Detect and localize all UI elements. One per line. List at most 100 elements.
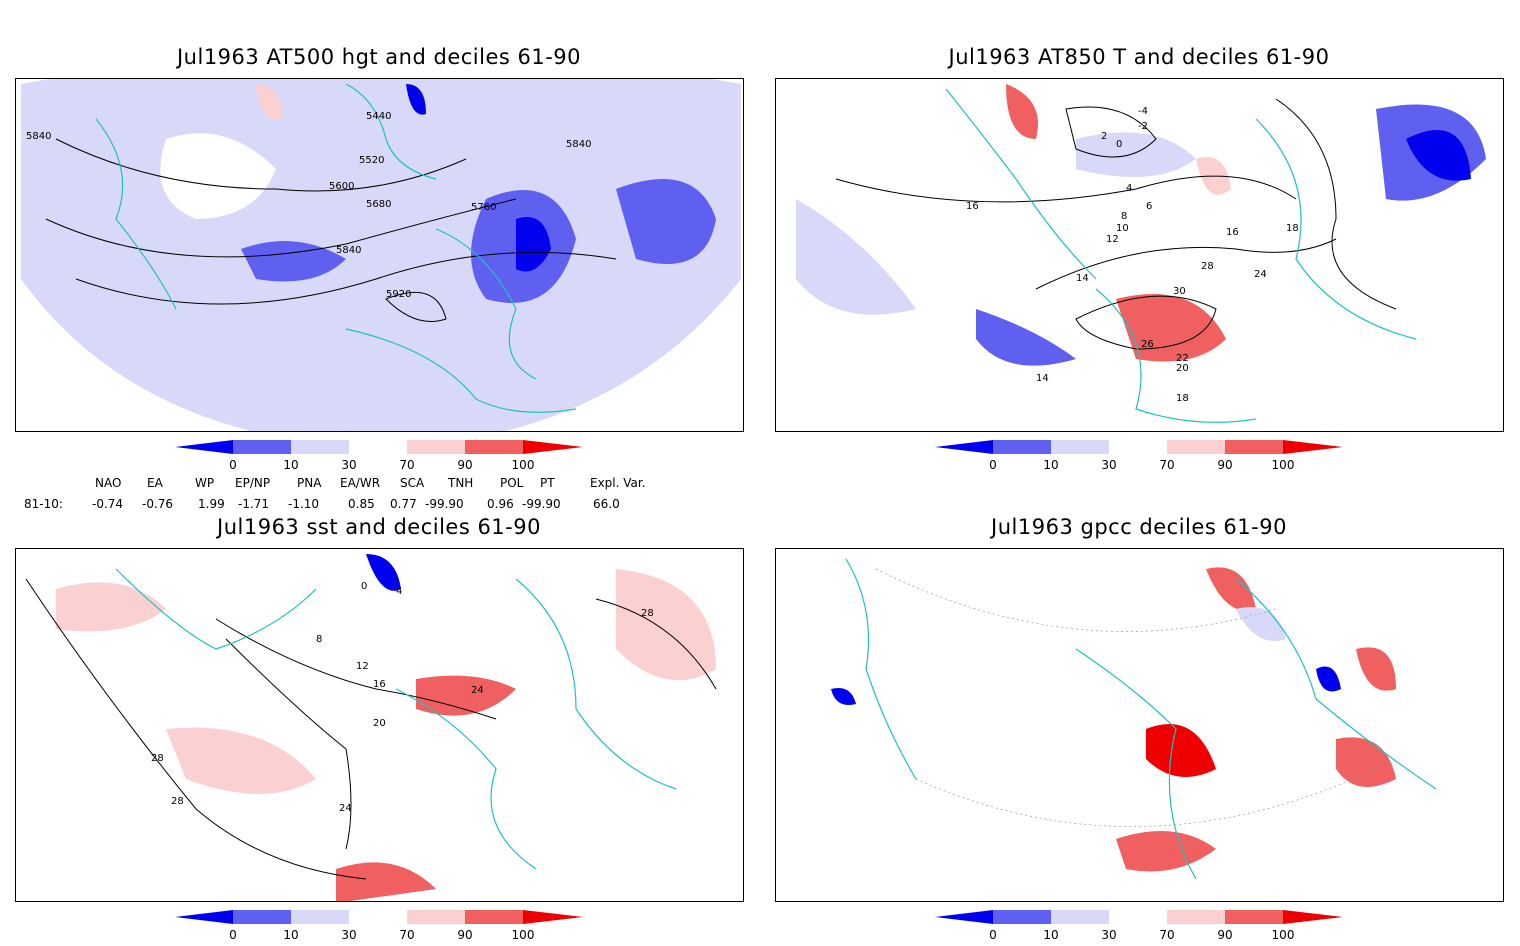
index-value: -1.71 bbox=[238, 497, 270, 511]
dry-area-europe bbox=[1236, 607, 1286, 641]
index-header: EA bbox=[147, 476, 163, 490]
temp-contour bbox=[1075, 295, 1217, 350]
colorbar-tick: 90 bbox=[457, 458, 473, 472]
colorbar-swatch bbox=[1109, 910, 1167, 924]
anomaly-low-east bbox=[616, 179, 716, 264]
colorbar-swatch bbox=[407, 440, 465, 454]
graticule-line bbox=[915, 768, 1377, 827]
anomaly-high-west bbox=[56, 582, 166, 632]
colorbar-swatch bbox=[1225, 440, 1283, 454]
temp-contour bbox=[1035, 238, 1337, 290]
coastline bbox=[345, 328, 577, 413]
contour-label: 22 bbox=[1176, 353, 1189, 364]
index-header: WP bbox=[195, 476, 215, 490]
colorbar-swatch bbox=[1109, 440, 1167, 454]
colorbar-swatch bbox=[233, 910, 291, 924]
map-gpcc-canvas bbox=[781, 549, 1501, 901]
sst-contour bbox=[225, 638, 352, 850]
coastline bbox=[1075, 648, 1197, 880]
colorbar-swatches bbox=[935, 910, 1343, 924]
colorbar-swatch bbox=[993, 910, 1051, 924]
anomaly-low-atlantic bbox=[976, 309, 1076, 366]
anomaly-very-low bbox=[516, 217, 551, 272]
map-t850-canvas: -4 -2 0 2 4 6 8 10 12 14 14 16 16 18 18 … bbox=[781, 79, 1501, 431]
contour-label: 18 bbox=[1176, 393, 1189, 404]
index-row-label: 81-10: bbox=[24, 497, 63, 511]
wet-area-west-africa bbox=[1116, 831, 1216, 872]
colorbar-swatches bbox=[935, 440, 1343, 454]
map-panel-sst: 0 4 8 12 16 20 24 24 28 28 28 bbox=[15, 548, 744, 902]
colorbar-tick: 10 bbox=[1043, 458, 1059, 472]
coastline bbox=[435, 228, 537, 380]
colorbar-tick: 70 bbox=[1159, 458, 1175, 472]
colorbar-swatch bbox=[1051, 910, 1109, 924]
colorbar-z500: 0 10 30 70 90 100 bbox=[175, 440, 595, 476]
colorbar-sst: 0 10 30 70 90 100 bbox=[175, 910, 595, 946]
panel-title-z500: Jul1963 AT500 hgt and deciles 61-90 bbox=[176, 45, 582, 69]
contour-label: 12 bbox=[1106, 234, 1119, 245]
colorbar-tick: 30 bbox=[1101, 458, 1117, 472]
normal-field bbox=[781, 549, 1501, 901]
map-sst-canvas: 0 4 8 12 16 20 24 24 28 28 28 bbox=[21, 549, 741, 901]
height-contour bbox=[55, 138, 467, 192]
panel-title-sst: Jul1963 sst and deciles 61-90 bbox=[217, 515, 541, 539]
colorbar-t850: 0 10 30 70 90 100 bbox=[935, 440, 1355, 476]
sst-contour bbox=[595, 598, 717, 690]
colorbar-swatch bbox=[407, 910, 465, 924]
below-normal-field bbox=[21, 79, 741, 431]
map-panel-gpcc bbox=[775, 548, 1504, 902]
index-header: POL bbox=[500, 476, 524, 490]
contour-label: 4 bbox=[1126, 183, 1132, 194]
wet-area-north bbox=[1206, 567, 1256, 611]
contour-label: 5840 bbox=[336, 245, 361, 256]
dry-area-core bbox=[1316, 666, 1341, 692]
index-value: -99.90 bbox=[425, 497, 464, 511]
coastline bbox=[95, 118, 177, 310]
colorbar-swatch bbox=[935, 910, 993, 924]
contour-label: 2 bbox=[1101, 131, 1107, 142]
map-panel-t850: -4 -2 0 2 4 6 8 10 12 14 14 16 16 18 18 … bbox=[775, 78, 1504, 432]
coastline bbox=[345, 83, 437, 180]
map-panel-z500: 5440 5520 5600 5680 5760 5840 5840 5840 … bbox=[15, 78, 744, 432]
contour-label: 5520 bbox=[359, 155, 384, 166]
contour-label: 14 bbox=[1076, 273, 1089, 284]
contour-label: 24 bbox=[339, 803, 352, 814]
anomaly-high-africa bbox=[1116, 294, 1226, 362]
contour-label: 5680 bbox=[366, 199, 391, 210]
anomaly-high bbox=[256, 84, 282, 120]
anomaly-very-low bbox=[1406, 130, 1471, 181]
contour-label: 12 bbox=[356, 661, 369, 672]
colorbar-tick: 30 bbox=[1101, 928, 1117, 942]
colorbar-tick: 100 bbox=[511, 458, 535, 472]
contour-label: 24 bbox=[471, 685, 484, 696]
index-value: -0.74 bbox=[92, 497, 124, 511]
colorbar-swatch bbox=[935, 440, 993, 454]
contour-label: 20 bbox=[1176, 363, 1189, 374]
panel-title-gpcc: Jul1963 gpcc deciles 61-90 bbox=[991, 515, 1287, 539]
coastline bbox=[515, 578, 677, 790]
contour-label: 28 bbox=[171, 796, 184, 807]
sst-contour bbox=[215, 618, 497, 720]
contour-label: 20 bbox=[373, 718, 386, 729]
colorbar-swatch bbox=[465, 910, 523, 924]
temp-contour bbox=[835, 175, 1297, 203]
colorbar-swatch bbox=[1283, 440, 1343, 454]
colorbar-swatch bbox=[523, 910, 583, 924]
anomaly-high-south bbox=[336, 862, 436, 901]
colorbar-tick: 100 bbox=[511, 928, 535, 942]
contour-label: 5600 bbox=[329, 181, 354, 192]
anomaly-low-atlantic bbox=[241, 241, 346, 282]
anomaly-high-med bbox=[416, 675, 516, 716]
contour-label: 6 bbox=[1146, 201, 1152, 212]
contour-label: 0 bbox=[1116, 139, 1122, 150]
index-header: Expl. Var. bbox=[590, 476, 646, 490]
contour-label: -2 bbox=[1138, 121, 1148, 132]
contour-label: 4 bbox=[396, 586, 402, 597]
contour-label: 16 bbox=[1226, 227, 1239, 238]
map-z500-canvas: 5440 5520 5600 5680 5760 5840 5840 5840 … bbox=[21, 79, 741, 431]
graticule-line bbox=[875, 568, 1277, 632]
contour-label: 28 bbox=[641, 608, 654, 619]
contour-label: 5760 bbox=[471, 202, 496, 213]
colorbar-swatch bbox=[523, 440, 583, 454]
index-value: 0.85 bbox=[348, 497, 375, 511]
